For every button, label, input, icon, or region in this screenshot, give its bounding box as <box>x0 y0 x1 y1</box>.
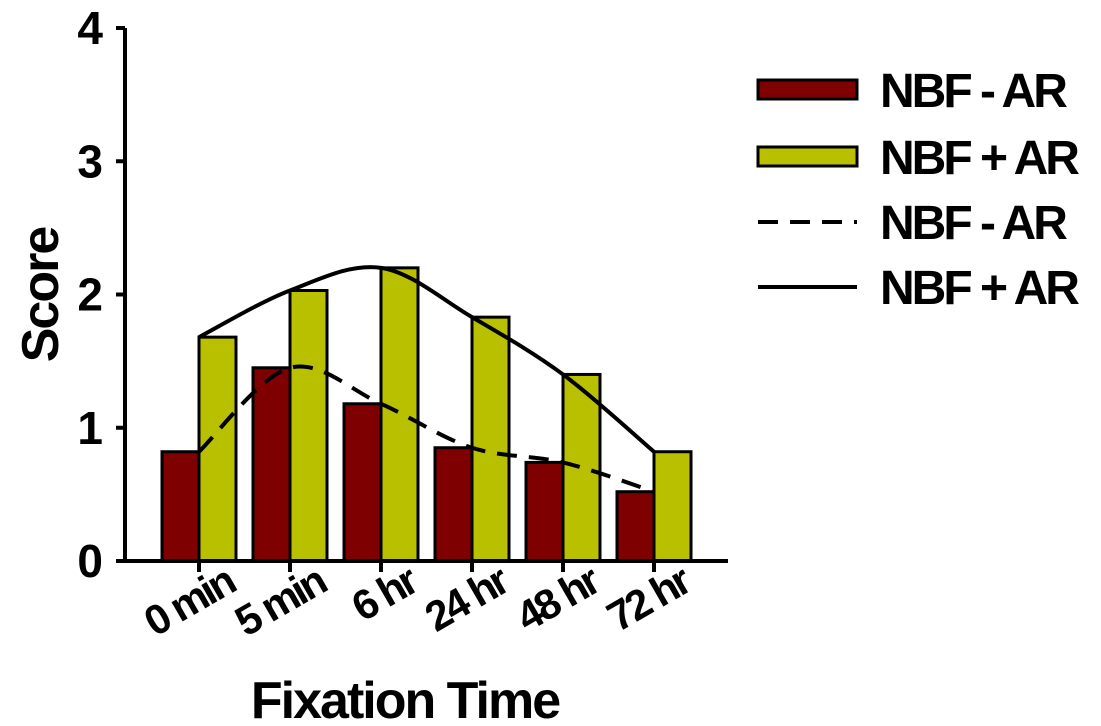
y-tick-label-4: 4 <box>77 2 103 54</box>
y-axis-title: Score <box>12 227 70 363</box>
legend-swatch-bar-nbf-plus-ar <box>756 145 859 168</box>
x-tick-label-4: 48 hr <box>508 556 608 641</box>
x-tick-label-3: 24 hr <box>417 556 517 641</box>
x-tick-label-0: 0 min <box>136 556 243 645</box>
x-tick-label-2: 6 hr <box>344 556 426 631</box>
legend-label-line-nbf-plus-ar: NBF + AR <box>880 262 1079 315</box>
bar-nbf-minus-ar-3 <box>433 446 474 563</box>
legend-label-bar-nbf-plus-ar: NBF + AR <box>880 132 1079 185</box>
bar-nbf-plus-ar-4 <box>561 372 602 563</box>
bar-nbf-plus-ar-1 <box>288 289 329 563</box>
bar-nbf-minus-ar-4 <box>524 460 565 563</box>
y-tick-label-3: 3 <box>77 135 103 187</box>
bar-nbf-minus-ar-0 <box>160 450 201 563</box>
bar-nbf-minus-ar-1 <box>251 366 292 563</box>
x-tick-label-1: 5 min <box>227 556 334 645</box>
bar-nbf-plus-ar-3 <box>470 315 511 563</box>
y-tick-label-2: 2 <box>77 269 103 321</box>
x-axis-title: Fixation Time <box>251 672 560 726</box>
legend-label-line-nbf-minus-ar: NBF - AR <box>880 197 1067 250</box>
x-tick-label-5: 72 hr <box>599 556 699 641</box>
bar-nbf-minus-ar-2 <box>342 402 383 563</box>
legend-swatch-bar-nbf-minus-ar <box>756 78 859 101</box>
bar-nbf-plus-ar-0 <box>197 335 238 563</box>
legend-label-bar-nbf-minus-ar: NBF - AR <box>880 65 1067 118</box>
plot-area <box>160 265 693 563</box>
y-tick-label-1: 1 <box>77 402 103 454</box>
bar-nbf-plus-ar-5 <box>652 450 693 563</box>
y-tick-label-0: 0 <box>77 535 103 587</box>
bar-nbf-minus-ar-5 <box>615 490 656 563</box>
line-nbf-minus-ar <box>197 364 655 494</box>
bar-nbf-plus-ar-2 <box>379 266 420 563</box>
legend: NBF - AR NBF + AR NBF - AR NBF + AR <box>756 65 1082 315</box>
line-nbf-plus-ar <box>198 265 656 454</box>
y-axis: 0 1 2 3 4 <box>77 2 125 587</box>
